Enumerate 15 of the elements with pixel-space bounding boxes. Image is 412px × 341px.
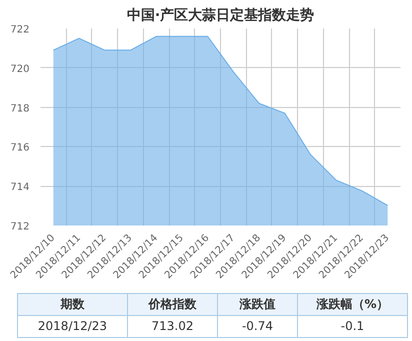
- text: -0.1: [298, 316, 408, 338]
- y-tick-label: 716: [10, 142, 30, 154]
- text: 价格指数: [128, 294, 218, 316]
- y-tick-label: 714: [10, 182, 30, 194]
- y-tick-label: 722: [10, 24, 30, 36]
- chart-title: 中国·产区大蒜日定基指数走势: [126, 6, 314, 24]
- y-tick-label: 712: [10, 222, 30, 232]
- text: 2018/12/23: [18, 316, 128, 338]
- text: -0.74: [218, 316, 298, 338]
- text: 涨跌值: [218, 294, 298, 316]
- text: 期数: [18, 294, 128, 316]
- y-tick-label: 720: [10, 64, 30, 75]
- y-tick-label: 718: [10, 103, 30, 114]
- text: 涨跌幅（%）: [298, 294, 408, 316]
- text: 713.02: [128, 316, 218, 338]
